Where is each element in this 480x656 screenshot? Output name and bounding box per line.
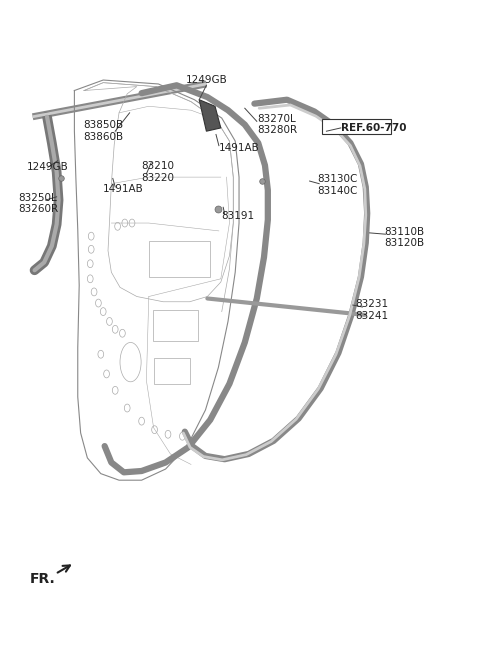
FancyBboxPatch shape bbox=[322, 119, 391, 134]
Text: 1249GB: 1249GB bbox=[26, 162, 68, 173]
Text: 83210
83220: 83210 83220 bbox=[142, 161, 175, 182]
Bar bbox=[149, 241, 210, 277]
Text: 83850B
83860B: 83850B 83860B bbox=[83, 121, 123, 142]
Text: 1491AB: 1491AB bbox=[219, 143, 260, 154]
Bar bbox=[153, 310, 198, 341]
Text: 83250L
83260R: 83250L 83260R bbox=[18, 193, 59, 214]
Bar bbox=[154, 358, 190, 384]
Text: 83191: 83191 bbox=[221, 211, 254, 222]
Text: 1249GB: 1249GB bbox=[186, 75, 227, 85]
Polygon shape bbox=[199, 100, 221, 131]
Text: 83270L
83280R: 83270L 83280R bbox=[257, 114, 297, 135]
Text: 1491AB: 1491AB bbox=[103, 184, 144, 194]
Text: 83130C
83140C: 83130C 83140C bbox=[317, 174, 357, 195]
Text: FR.: FR. bbox=[30, 571, 56, 586]
Text: 83231
83241: 83231 83241 bbox=[355, 300, 388, 321]
Text: 83110B
83120B: 83110B 83120B bbox=[384, 227, 424, 248]
Text: REF.60-770: REF.60-770 bbox=[341, 123, 406, 133]
